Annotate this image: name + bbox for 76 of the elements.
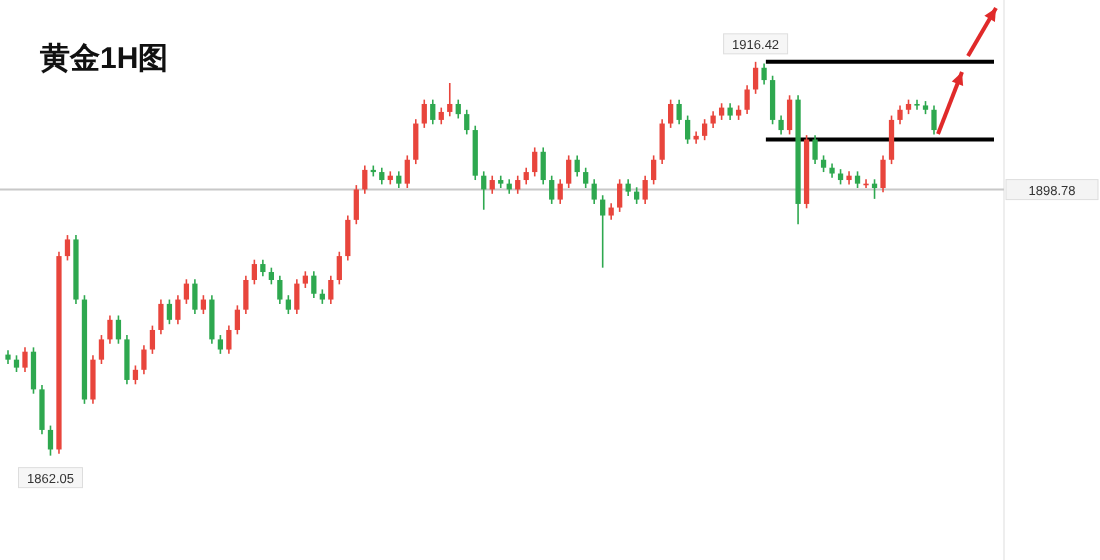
candlestick [812, 134, 818, 165]
candlestick [336, 250, 342, 286]
candlestick [880, 154, 886, 194]
candlestick [243, 274, 249, 315]
candlestick [353, 184, 359, 226]
candlestick [345, 214, 351, 262]
candlestick [192, 278, 198, 315]
candlestick [888, 114, 895, 165]
candlestick [532, 146, 538, 178]
candlestick [141, 344, 147, 375]
candlestick [668, 98, 674, 129]
candlestick [583, 166, 589, 189]
candlestick [769, 74, 776, 126]
candlestick [328, 274, 334, 305]
candlestick [294, 278, 300, 315]
candlestick [251, 258, 257, 286]
candlestick [617, 178, 623, 213]
candlestick [557, 178, 563, 205]
candlestick [591, 178, 597, 205]
candlestick [277, 274, 283, 305]
candlestick [124, 334, 130, 386]
candlestick [549, 174, 555, 205]
candlestick [464, 108, 470, 136]
candlestick [404, 154, 410, 189]
candlestick [693, 130, 699, 145]
candlestick [30, 346, 37, 395]
candlestick [515, 174, 521, 195]
candlestick [22, 346, 28, 373]
candlestick [175, 294, 181, 325]
candlestick [472, 124, 478, 181]
candlestick [566, 154, 572, 189]
candlestick [226, 324, 232, 355]
candlestick [234, 304, 241, 336]
candlestick [642, 174, 648, 205]
candlestick [413, 118, 419, 165]
candlestick [209, 294, 215, 345]
candlestick [914, 98, 920, 111]
candlestick [98, 334, 105, 365]
candlestick [761, 62, 767, 86]
candlestick [311, 270, 317, 299]
candlestick [285, 294, 291, 315]
candlestick [786, 94, 793, 136]
candlestick [166, 298, 173, 325]
candlestick [455, 98, 461, 120]
candlestick [430, 98, 436, 126]
candlestick [183, 278, 190, 305]
candlestick [64, 234, 71, 262]
candlestick [778, 114, 784, 136]
candlestick [158, 298, 164, 336]
candlestick [107, 314, 113, 345]
candlestick [200, 294, 207, 315]
candlestick [752, 61, 759, 95]
candlestick [574, 154, 580, 178]
candlestick [481, 170, 487, 211]
candlestick [90, 354, 96, 405]
candlestick [651, 154, 657, 186]
candlestick [132, 364, 139, 386]
candlestick [362, 164, 368, 195]
candlestick [600, 194, 606, 269]
candlestick [744, 84, 750, 115]
candlestick [447, 82, 453, 118]
candlestick [115, 314, 122, 345]
candlestick [47, 424, 54, 457]
candlestick [217, 334, 224, 355]
chart-title: 黄金1H图 [38, 42, 169, 76]
candlestick [489, 174, 495, 195]
candlestick [421, 98, 427, 129]
candlestick [659, 118, 665, 165]
candlestick [149, 324, 156, 355]
candlestick [685, 114, 691, 145]
candlestick [897, 104, 903, 126]
candlestick [676, 98, 682, 126]
candlestick [540, 146, 546, 186]
candlestick [701, 118, 708, 141]
candlestick [39, 384, 45, 436]
candlestick [931, 104, 937, 136]
